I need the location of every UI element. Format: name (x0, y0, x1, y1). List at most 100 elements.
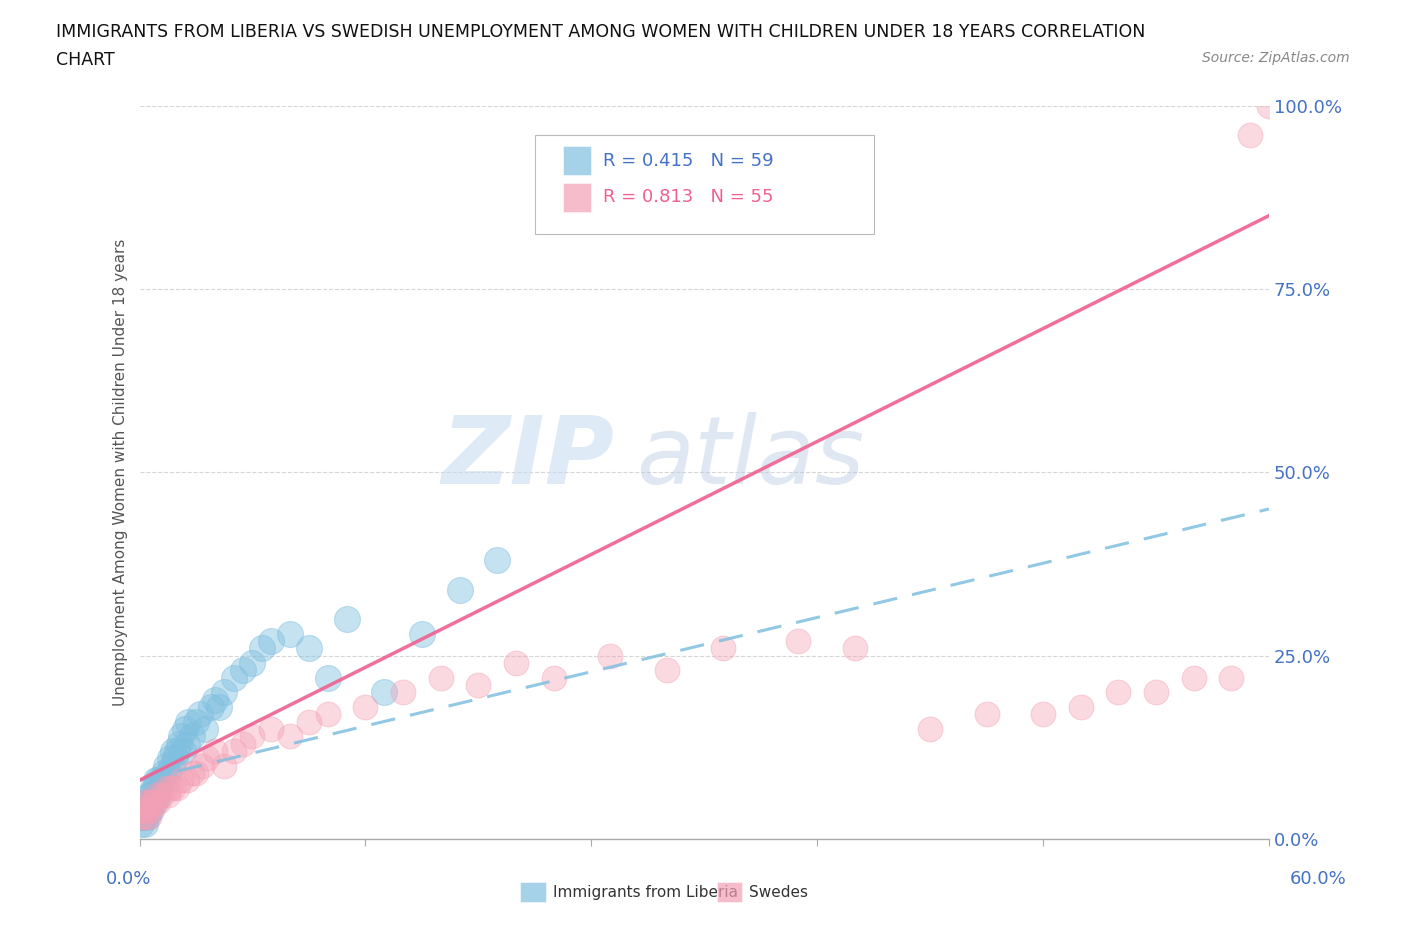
Point (148, 788, 170, 803)
Text: Source: ZipAtlas.com: Source: ZipAtlas.com (1202, 51, 1350, 65)
Point (136, 803, 159, 817)
Point (920, 722, 942, 737)
Point (166, 743, 188, 758)
Point (142, 780, 165, 795)
Point (373, 684, 395, 699)
Text: Swedes: Swedes (749, 885, 808, 900)
Point (195, 751, 218, 765)
Point (139, 803, 162, 817)
Point (1220, 671, 1243, 685)
Point (166, 780, 188, 795)
Bar (562, 146, 592, 176)
Point (212, 684, 235, 699)
Point (139, 803, 162, 817)
Point (150, 773, 173, 788)
Point (1239, 127, 1261, 142)
Point (200, 699, 222, 714)
Point (165, 751, 187, 765)
Point (142, 795, 165, 810)
Point (143, 795, 166, 810)
Point (138, 795, 160, 810)
Point (176, 737, 198, 751)
Point (134, 809, 156, 824)
Text: 60.0%: 60.0% (1291, 870, 1347, 887)
Point (222, 743, 245, 758)
Point (143, 780, 166, 795)
Point (148, 773, 170, 788)
Point (190, 758, 212, 773)
Point (173, 722, 195, 737)
Point (170, 729, 193, 744)
Point (145, 788, 167, 803)
Point (1258, 99, 1281, 113)
Point (162, 743, 184, 758)
Point (148, 795, 170, 810)
Point (138, 795, 160, 810)
Text: R = 0.813   N = 55: R = 0.813 N = 55 (603, 189, 773, 206)
Text: CHART: CHART (56, 51, 115, 69)
Point (411, 626, 433, 641)
Point (134, 795, 156, 810)
Text: 0.0%: 0.0% (105, 870, 150, 887)
Point (204, 692, 226, 707)
Point (232, 737, 254, 751)
Point (160, 758, 183, 773)
Point (429, 671, 451, 685)
Point (132, 803, 155, 817)
Point (181, 765, 204, 780)
Point (134, 809, 156, 824)
Point (278, 729, 301, 744)
Point (298, 714, 321, 729)
Point (1107, 684, 1129, 699)
Point (278, 626, 301, 641)
Point (132, 803, 155, 817)
Point (131, 809, 153, 824)
Point (136, 809, 159, 824)
Point (260, 722, 283, 737)
Bar (562, 182, 592, 212)
Text: R = 0.415   N = 59: R = 0.415 N = 59 (603, 152, 773, 169)
Point (162, 780, 184, 795)
Point (250, 641, 273, 656)
Point (177, 714, 200, 729)
Point (156, 765, 179, 780)
Point (222, 671, 245, 685)
Point (138, 803, 160, 817)
Point (232, 663, 254, 678)
Text: Immigrants from Liberia: Immigrants from Liberia (553, 885, 738, 900)
Point (711, 641, 734, 656)
Text: IMMIGRANTS FROM LIBERIA VS SWEDISH UNEMPLOYMENT AMONG WOMEN WITH CHILDREN UNDER : IMMIGRANTS FROM LIBERIA VS SWEDISH UNEMP… (56, 23, 1146, 41)
Point (134, 803, 156, 817)
Point (172, 743, 194, 758)
Point (159, 751, 181, 765)
FancyBboxPatch shape (534, 135, 873, 234)
Point (449, 582, 471, 597)
Point (181, 729, 204, 744)
Point (207, 699, 229, 714)
Point (392, 684, 415, 699)
Point (242, 729, 264, 744)
Point (844, 641, 866, 656)
Point (139, 788, 162, 803)
Point (131, 803, 153, 817)
Point (260, 633, 283, 648)
Point (655, 663, 678, 678)
Point (1070, 699, 1092, 714)
Point (155, 780, 177, 795)
Point (150, 788, 173, 803)
Point (298, 641, 321, 656)
Point (188, 707, 211, 722)
Point (316, 671, 339, 685)
Point (787, 633, 810, 648)
Point (242, 656, 264, 671)
Point (467, 677, 489, 692)
Point (149, 780, 172, 795)
Point (184, 765, 207, 780)
Point (167, 737, 190, 751)
Point (170, 773, 193, 788)
Point (505, 656, 527, 671)
Point (1144, 684, 1167, 699)
Point (316, 707, 339, 722)
Point (131, 817, 153, 831)
Point (138, 809, 160, 824)
